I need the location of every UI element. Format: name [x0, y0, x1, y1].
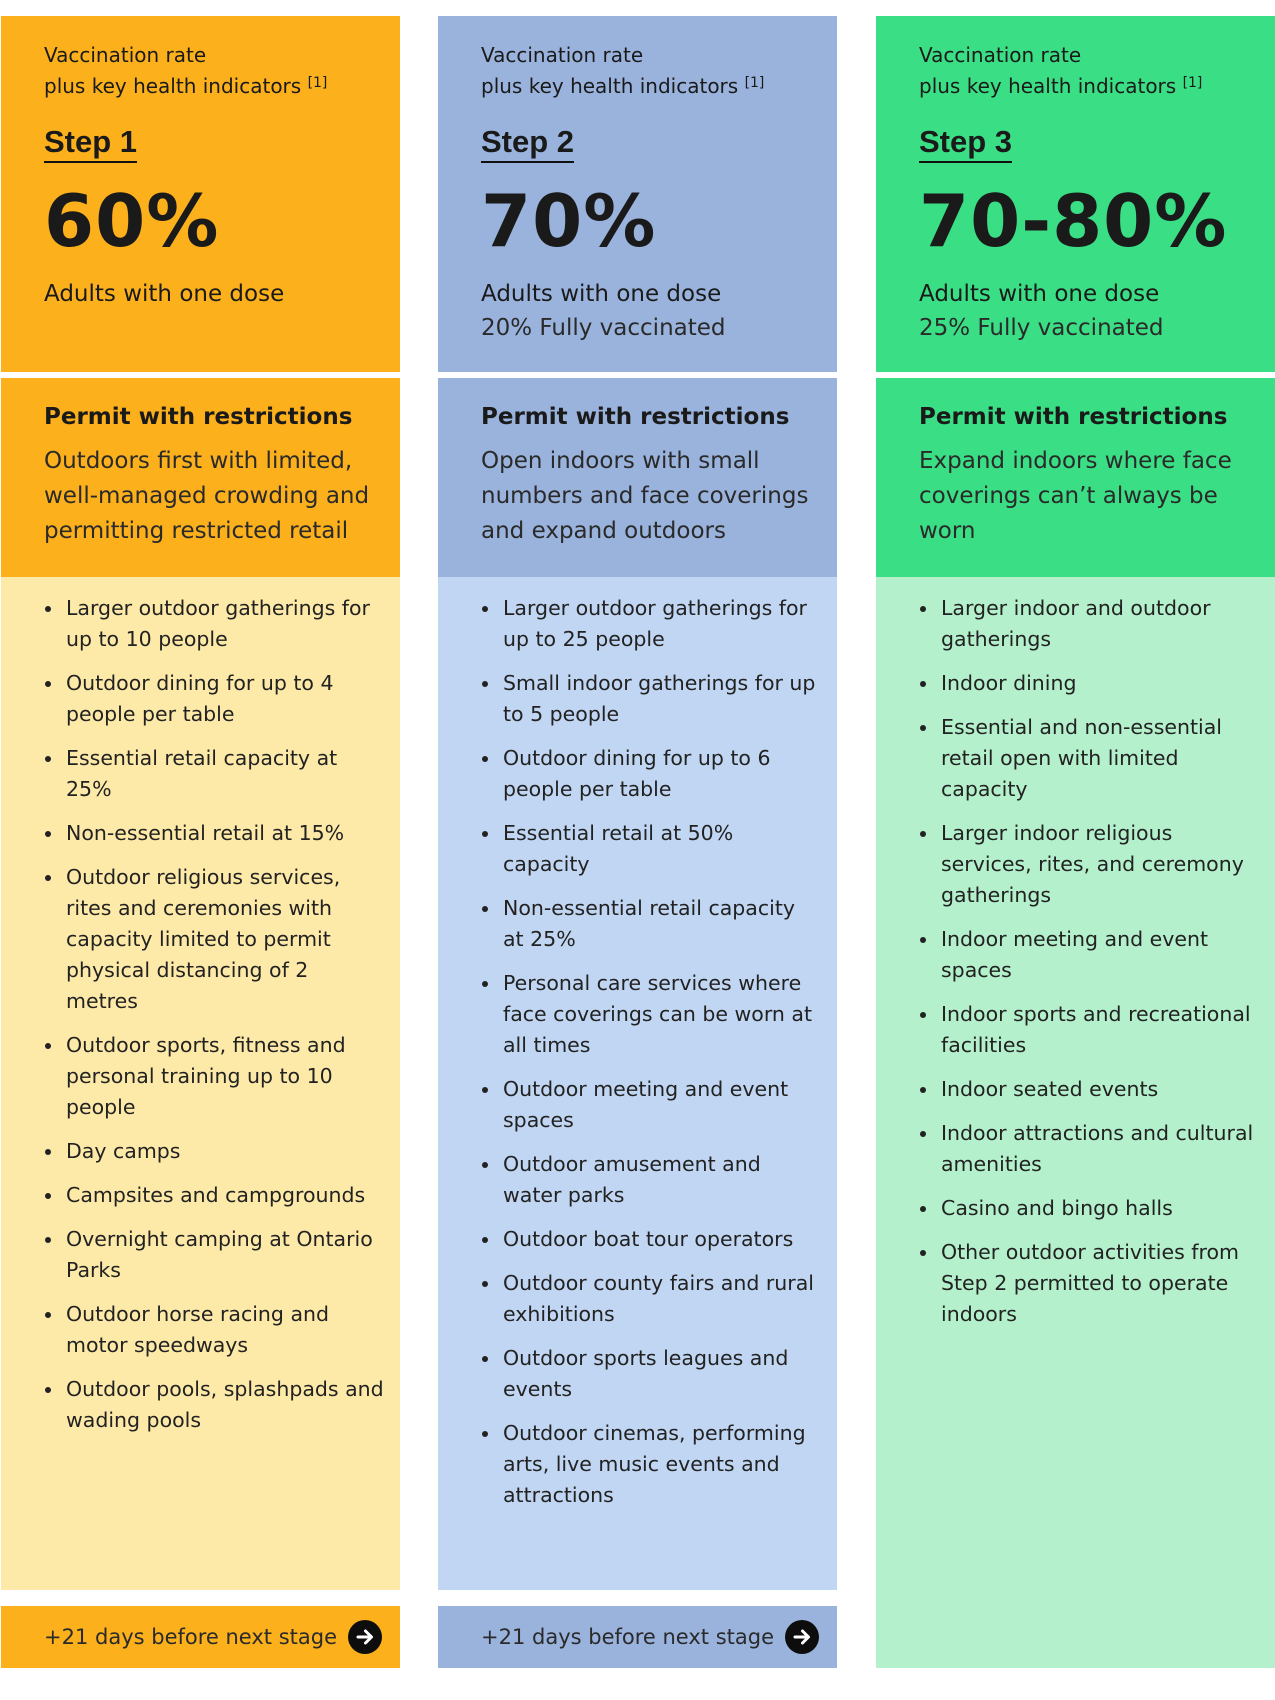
list-item: Other outdoor activities from Step 2 per… [920, 1237, 1259, 1330]
step-2-threshold-card: Vaccination rate plus key health indicat… [438, 16, 837, 372]
list-item: Outdoor sports, fitness and personal tra… [45, 1030, 384, 1123]
next-stage-label: +21 days before next stage [481, 1625, 774, 1649]
list-item: Outdoor dining for up to 6 people per ta… [482, 743, 821, 805]
list-item: Outdoor dining for up to 4 people per ta… [45, 668, 384, 730]
vaccination-percent: 70-80% [919, 179, 1228, 263]
permit-title: Permit with restrictions [919, 404, 1228, 430]
list-item: Outdoor sports leagues and events [482, 1343, 821, 1405]
dose-label: Adults with one dose [481, 281, 722, 307]
step-2-activity-list: Larger outdoor gatherings for up to 25 p… [438, 577, 837, 1590]
list-item: Overnight camping at Ontario Parks [45, 1224, 384, 1286]
vaccination-rate-label: Vaccination rate plus key health indicat… [481, 43, 765, 98]
list-item: Outdoor amusement and water parks [482, 1149, 821, 1211]
step-1-next-stage-link[interactable]: +21 days before next stage [1, 1606, 400, 1668]
permit-description: Expand indoors where face coverings can’… [919, 448, 1232, 544]
step-1-activity-list: Larger outdoor gatherings for up to 10 p… [1, 577, 400, 1590]
list-item: Non-essential retail at 15% [45, 818, 384, 849]
list-item: Indoor meeting and event spaces [920, 924, 1259, 986]
next-stage-label: +21 days before next stage [44, 1625, 337, 1649]
list-item: Larger indoor and outdoor gatherings [920, 593, 1259, 655]
footnote-link[interactable]: [1] [307, 75, 328, 91]
list-item: Outdoor religious services, rites and ce… [45, 862, 384, 1017]
step-1-column: Vaccination rate plus key health indicat… [1, 16, 400, 372]
list-item: Small indoor gatherings for up to 5 peop… [482, 668, 821, 730]
list-item: Indoor dining [920, 668, 1259, 699]
list-item: Day camps [45, 1136, 384, 1167]
dose-label: Adults with one dose [919, 281, 1160, 307]
step-2-column: Vaccination rate plus key health indicat… [438, 16, 837, 372]
step-1-threshold-card: Vaccination rate plus key health indicat… [1, 16, 400, 372]
list-item: Non-essential retail capacity at 25% [482, 893, 821, 955]
permit-description: Outdoors first with limited, well-manage… [44, 448, 370, 544]
fully-vaccinated-label: 20% Fully vaccinated [481, 315, 726, 341]
list-item: Outdoor pools, splashpads and wading poo… [45, 1374, 384, 1436]
vaccination-percent: 70% [481, 179, 657, 263]
step-3-column: Vaccination rate plus key health indicat… [876, 16, 1275, 372]
dose-label: Adults with one dose [44, 281, 285, 307]
vaccination-rate-label: Vaccination rate plus key health indicat… [919, 43, 1203, 98]
permit-title: Permit with restrictions [481, 404, 790, 430]
list-item: Outdoor horse racing and motor speedways [45, 1299, 384, 1361]
step-3-permit-card: Permit with restrictions Expand indoors … [876, 378, 1275, 577]
footnote-link[interactable]: [1] [744, 75, 765, 91]
step-2-next-stage-link[interactable]: +21 days before next stage [438, 1606, 837, 1668]
vaccination-percent: 60% [44, 179, 220, 263]
list-item: Outdoor county fairs and rural exhibitio… [482, 1268, 821, 1330]
list-item: Personal care services where face coveri… [482, 968, 821, 1061]
step-3-threshold-card: Vaccination rate plus key health indicat… [876, 16, 1275, 372]
list-item: Larger outdoor gatherings for up to 10 p… [45, 593, 384, 655]
footnote-link[interactable]: [1] [1182, 75, 1203, 91]
step-3-activity-list: Larger indoor and outdoor gatherings Ind… [876, 577, 1275, 1668]
list-item: Outdoor meeting and event spaces [482, 1074, 821, 1136]
step-2-permit-card: Permit with restrictions Open indoors wi… [438, 378, 837, 577]
list-item: Essential retail capacity at 25% [45, 743, 384, 805]
fully-vaccinated-label: 25% Fully vaccinated [919, 315, 1164, 341]
list-item: Larger indoor religious services, rites,… [920, 818, 1259, 911]
list-item: Larger outdoor gatherings for up to 25 p… [482, 593, 821, 655]
list-item: Essential retail at 50% capacity [482, 818, 821, 880]
permit-title: Permit with restrictions [44, 404, 353, 430]
step-1-permit-card: Permit with restrictions Outdoors first … [1, 378, 400, 577]
list-item: Outdoor cinemas, performing arts, live m… [482, 1418, 821, 1511]
list-item: Essential and non-essential retail open … [920, 712, 1259, 805]
arrow-right-icon[interactable] [348, 1620, 382, 1654]
list-item: Indoor sports and recreational facilitie… [920, 999, 1259, 1061]
step-label: Step 3 [919, 124, 1013, 163]
permit-description: Open indoors with small numbers and face… [481, 448, 809, 544]
step-label: Step 1 [44, 124, 138, 163]
list-item: Casino and bingo halls [920, 1193, 1259, 1224]
vaccination-rate-label: Vaccination rate plus key health indicat… [44, 43, 328, 98]
arrow-right-icon[interactable] [785, 1620, 819, 1654]
list-item: Indoor seated events [920, 1074, 1259, 1105]
list-item: Outdoor boat tour operators [482, 1224, 821, 1255]
list-item: Campsites and campgrounds [45, 1180, 384, 1211]
step-label: Step 2 [481, 124, 575, 163]
list-item: Indoor attractions and cultural amenitie… [920, 1118, 1259, 1180]
